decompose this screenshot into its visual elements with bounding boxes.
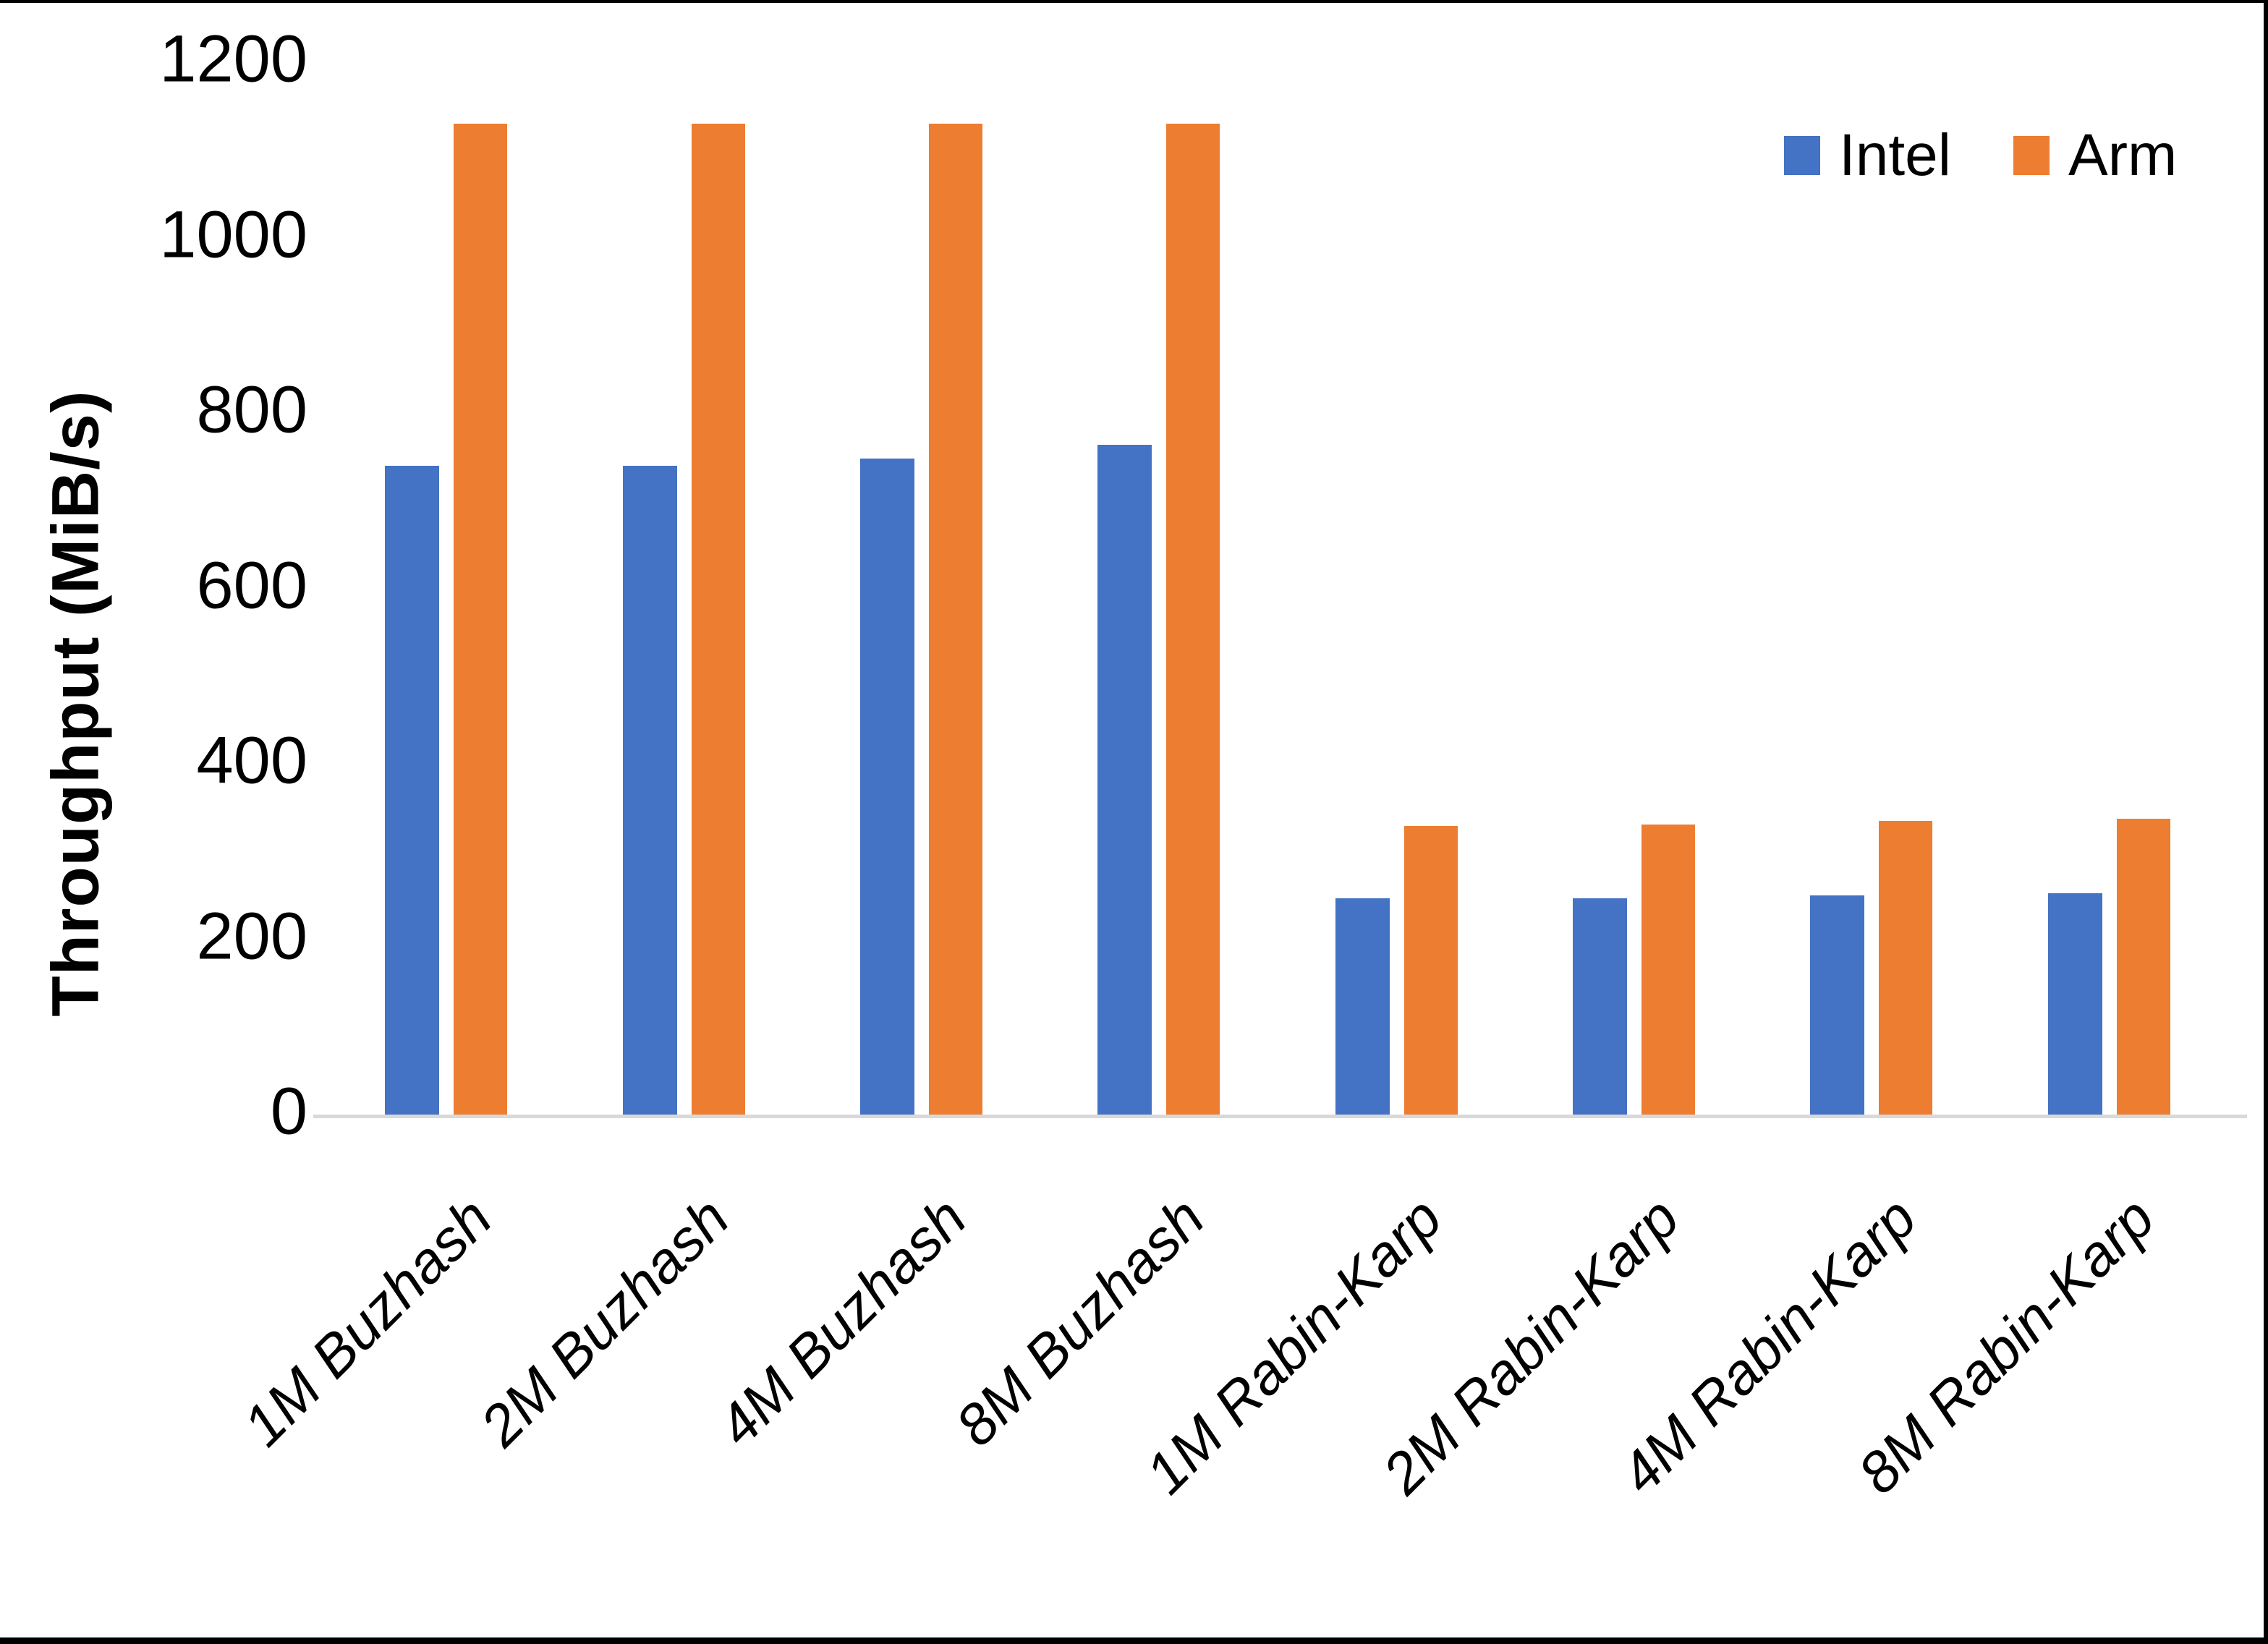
x-category-label-1: 1M Buzhash [230, 1185, 504, 1459]
y-tick-label-600: 600 [196, 548, 308, 622]
bar-arm-6 [1641, 824, 1696, 1115]
legend-entry-intel: Intel [1784, 122, 1951, 189]
bar-arm-1 [454, 123, 508, 1115]
legend: Intel Arm [1784, 122, 2177, 189]
bar-intel-4 [1097, 444, 1152, 1115]
plot-area [313, 0, 2247, 1118]
y-tick-label-0: 0 [270, 1074, 307, 1149]
window-border-right [2264, 0, 2268, 1644]
legend-entry-arm: Arm [2013, 122, 2177, 189]
bar-arm-5 [1403, 826, 1458, 1115]
bar-intel-3 [859, 459, 914, 1115]
bar-intel-6 [1573, 898, 1628, 1115]
bar-arm-4 [1166, 123, 1220, 1115]
bar-intel-7 [1810, 895, 1865, 1115]
bar-intel-1 [385, 465, 440, 1115]
y-tick-label-200: 200 [196, 898, 308, 973]
y-tick-label-400: 400 [196, 723, 308, 798]
bar-intel-5 [1335, 898, 1390, 1115]
x-axis-line [313, 1115, 2247, 1118]
y-tick-label-1200: 1200 [159, 22, 307, 96]
y-axis-title: Throughput (MiB/s) [38, 390, 113, 1017]
bar-arm-7 [1879, 820, 1933, 1115]
legend-label-intel: Intel [1839, 122, 1951, 188]
bar-intel-8 [2047, 893, 2102, 1115]
legend-swatch-intel [1784, 136, 1820, 175]
bar-arm-3 [928, 123, 982, 1115]
legend-label-arm: Arm [2068, 122, 2178, 188]
bar-arm-8 [2116, 819, 2170, 1115]
window-border-bottom [0, 1637, 2268, 1644]
x-category-label-3: 4M Buzhash [705, 1185, 979, 1459]
legend-swatch-arm [2013, 136, 2050, 175]
y-tick-label-1000: 1000 [159, 197, 307, 271]
x-category-label-2: 2M Buzhash [467, 1185, 742, 1459]
window-border-top [0, 0, 2268, 3]
bar-intel-2 [622, 465, 677, 1115]
y-tick-label-800: 800 [196, 372, 308, 447]
bar-arm-2 [691, 123, 745, 1115]
